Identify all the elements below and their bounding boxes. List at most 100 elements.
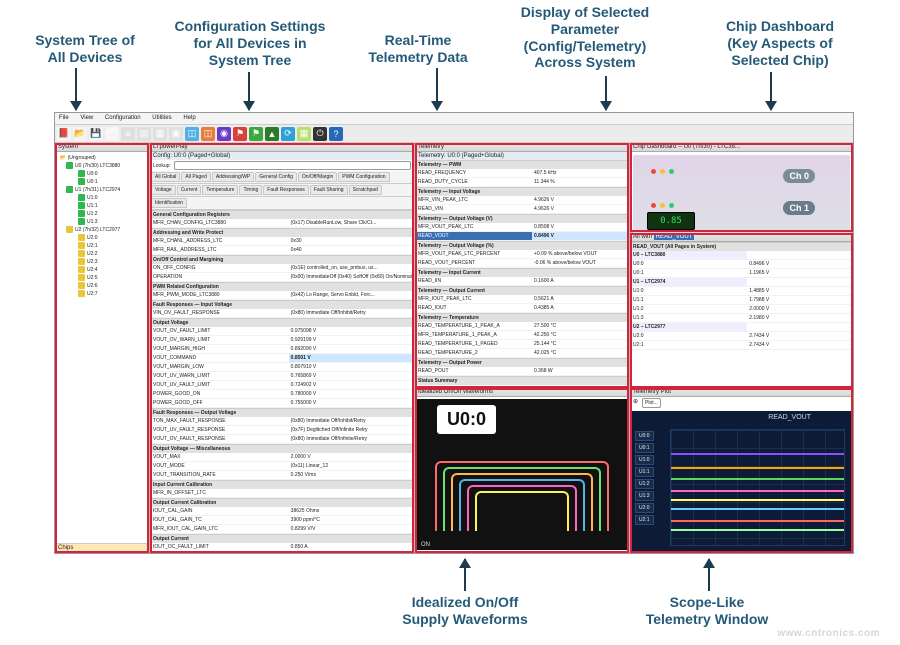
tree-device[interactable]: U0 (7h/30) LTC3880 [56, 162, 148, 170]
tree-channel[interactable]: U2:3 [56, 258, 148, 266]
config-tab[interactable]: Identification [151, 198, 187, 208]
config-row[interactable]: MFR_IN_OFFSET_LTC [150, 489, 414, 498]
folder-icon[interactable]: 🗂 [105, 127, 119, 141]
tree-channel[interactable]: U1:2 [56, 210, 148, 218]
chip2-icon[interactable]: ◫ [201, 127, 215, 141]
config-row[interactable]: VOUT_MODE(0x11) Linear_12 [150, 462, 414, 471]
config-row[interactable]: ON_OFF_CONFIG(0x1E) controlled_on, use_p… [150, 264, 414, 273]
scope-legend-item[interactable]: U0:0 [635, 431, 654, 441]
config-tab[interactable]: Fault Sharing [310, 185, 348, 195]
scope-legend-item[interactable]: U2:1 [635, 515, 654, 525]
config-tab[interactable]: Addressing/WP [212, 172, 254, 182]
config-row[interactable]: VOUT_MAX2.0000 V [150, 453, 414, 462]
config-tab[interactable]: Fault Responses [263, 185, 309, 195]
menu-view[interactable]: View [80, 115, 93, 121]
config-row[interactable]: MFR_CHANL_ADDRESS_LTC0x30 [150, 237, 414, 246]
flag-red-icon[interactable]: ⚑ [233, 127, 247, 141]
tree-channel[interactable]: U2:4 [56, 266, 148, 274]
telemetry-row[interactable]: READ_TEMPERATURE_1_PEAK_A27.500 °C [415, 322, 629, 331]
config-row[interactable]: VOUT_OV_FAULT_LIMIT0.975098 V [150, 327, 414, 336]
selected-param-row[interactable]: U2 – LTC2977 [630, 323, 853, 332]
detail-icon[interactable]: ▦ [153, 127, 167, 141]
tree-channel[interactable]: U2:2 [56, 250, 148, 258]
config-row[interactable]: VOUT_TRANSITION_RATE0.250 V/ms [150, 471, 414, 480]
config-row[interactable]: IOUT_CAL_GAIN_TC3900 ppm/°C [150, 516, 414, 525]
dashboard-channel-badge[interactable]: Ch 0 [783, 169, 815, 183]
telemetry-row[interactable]: MFR_VOUT_PEAK_LTC_PERCENT+0.09 % above/b… [415, 250, 629, 259]
config-row[interactable]: MFR_RAIL_ADDRESS_LTC0x40 [150, 246, 414, 255]
selected-param-row[interactable]: U1:11.7988 V [630, 296, 853, 305]
help-icon[interactable]: ? [329, 127, 343, 141]
config-row[interactable]: IOUT_CAL_GAIN38625 Ohms [150, 507, 414, 516]
config-tab[interactable]: Voltage [151, 185, 176, 195]
config-row[interactable]: TON_MAX_FAULT_RESPONSE(0x80) Immediate O… [150, 417, 414, 426]
selected-param-row[interactable]: U1 – LTC2974 [630, 278, 853, 287]
config-tab[interactable]: All Global [151, 172, 180, 182]
config-row[interactable]: POWER_GOOD_OFF0.755000 V [150, 399, 414, 408]
power2-icon[interactable]: ⏻ [313, 127, 327, 141]
scope-legend-item[interactable]: U1:0 [635, 455, 654, 465]
selected-param-row[interactable]: U1:01.4885 V [630, 287, 853, 296]
chip1-icon[interactable]: ◫ [185, 127, 199, 141]
table-icon[interactable]: ▦ [297, 127, 311, 141]
plot-button[interactable]: Plot... [642, 398, 661, 408]
config-row[interactable]: MFR_CHAN_CONFIG_LTC3880(0x17) DisableRun… [150, 219, 414, 228]
telemetry-row[interactable]: READ_FREQUENCY407.5 kHz [415, 169, 629, 178]
config-tab[interactable]: Temperature [202, 185, 238, 195]
modules-icon[interactable]: ▣ [169, 127, 183, 141]
config-tab[interactable]: PWM Configuration [338, 172, 389, 182]
config-row[interactable]: VOUT_UV_FAULT_RESPONSE(0x7F) Deglitched … [150, 426, 414, 435]
telemetry-row[interactable]: READ_IIN0.1600 A [415, 277, 629, 286]
selected-param-row[interactable]: U2:12.7434 V [630, 341, 853, 350]
config-tab[interactable]: General Config [255, 172, 297, 182]
menu-utilities[interactable]: Utilities [152, 115, 171, 121]
config-row[interactable]: VOUT_COMMAND0.8501 V [150, 354, 414, 363]
config-row[interactable]: VIN_OV_FAULT_RESPONSE(0x80) Immediate Of… [150, 309, 414, 318]
flag-grn-icon[interactable]: ⚑ [249, 127, 263, 141]
config-tab[interactable]: Current [177, 185, 202, 195]
db-icon[interactable]: ▲ [265, 127, 279, 141]
telemetry-row[interactable]: MFR_IOUT_PEAK_LTC0.5621 A [415, 295, 629, 304]
selected-param-row[interactable]: U1:22.0000 V [630, 305, 853, 314]
save-icon[interactable]: 💾 [89, 127, 103, 141]
telemetry-row[interactable]: MFR_VOUT_PEAK_LTC0.8508 V [415, 223, 629, 232]
telemetry-row[interactable]: READ_VOUT_PERCENT-0.06 % above/below VOU… [415, 259, 629, 268]
tree-root[interactable]: 📂 (Ungrouped) [56, 154, 148, 162]
selected-param-row[interactable]: U1:32.1980 V [630, 314, 853, 323]
tree-channel[interactable]: U0:0 [56, 170, 148, 178]
config-tab[interactable]: Scratchpad [349, 185, 382, 195]
telemetry-row[interactable]: READ_VOUT0.8496 V [415, 232, 629, 241]
config-tab[interactable]: On/Off/Margin [298, 172, 337, 182]
config-row[interactable]: IOUT_OC_FAULT_LIMIT0.850 A [150, 543, 414, 552]
config-row[interactable]: VOUT_OV_WARN_LIMIT0.929199 V [150, 336, 414, 345]
tree-device[interactable]: U2 (7h/32) LTC2977 [56, 226, 148, 234]
tree-channel[interactable]: U2:5 [56, 274, 148, 282]
scope-legend-item[interactable]: U2:0 [635, 503, 654, 513]
tree-footer[interactable]: Chips [55, 543, 149, 553]
telemetry-row[interactable]: READ_VIN4.9626 V [415, 205, 629, 214]
telemetry-row[interactable]: READ_POUT0.368 W [415, 367, 629, 376]
dashboard-channel-badge[interactable]: Ch 1 [783, 201, 815, 215]
reload-icon[interactable]: ⟳ [281, 127, 295, 141]
config-row[interactable]: VOUT_UV_WARN_LIMIT0.765869 V [150, 372, 414, 381]
tree-channel[interactable]: U2:0 [56, 234, 148, 242]
pdf-icon[interactable]: 📕 [57, 127, 71, 141]
selected-param-row[interactable]: U0:00.8496 V [630, 260, 853, 269]
config-row[interactable]: MFR_IOUT_CAL_GAIN_LTC0.8299 V/V [150, 525, 414, 534]
telemetry-row[interactable]: READ_TEMPERATURE_1_PAGED25.144 °C [415, 340, 629, 349]
config-row[interactable]: IOUT_OC_WARN_LIMIT5.000 A [150, 552, 414, 553]
menu-file[interactable]: File [59, 115, 69, 121]
tree-channel[interactable]: U2:1 [56, 242, 148, 250]
config-row[interactable]: POWER_GOOD_ON0.780000 V [150, 390, 414, 399]
config-row[interactable]: VOUT_UV_FAULT_LIMIT0.724902 V [150, 381, 414, 390]
tree-channel[interactable]: U1:3 [56, 218, 148, 226]
selected-param-row[interactable]: U0 – LTC3880 [630, 251, 853, 260]
lookup-dropdown[interactable] [174, 161, 411, 170]
config-row[interactable]: VOUT_MARGIN_HIGH0.892090 V [150, 345, 414, 354]
bars-icon[interactable]: ≡ [121, 127, 135, 141]
tree-channel[interactable]: U1:1 [56, 202, 148, 210]
tree-channel[interactable]: U2:7 [56, 290, 148, 298]
telemetry-row[interactable]: MFR_TEMPERATURE_1_PEAK_A42.250 °C [415, 331, 629, 340]
scope-legend-item[interactable]: U1:3 [635, 491, 654, 501]
config-row[interactable]: VOUT_MARGIN_LOW0.807910 V [150, 363, 414, 372]
